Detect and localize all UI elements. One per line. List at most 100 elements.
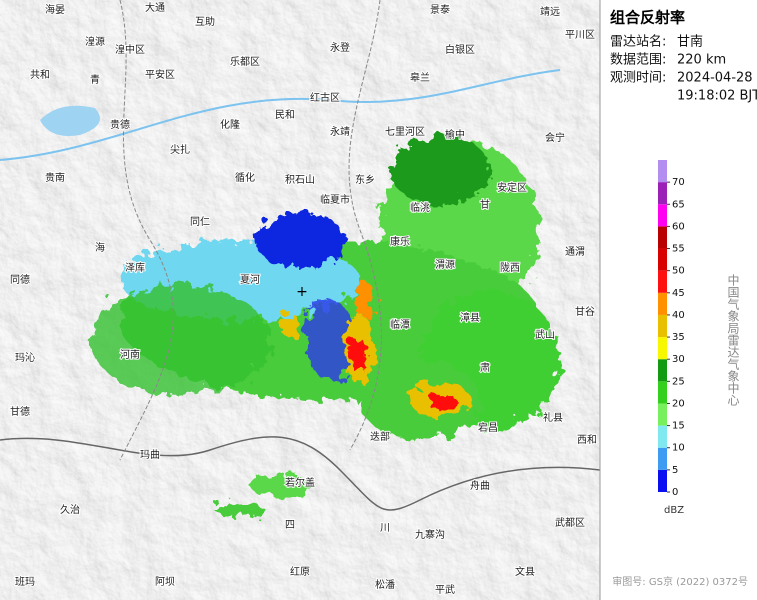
border [348, 0, 382, 451]
legend-tick-label: 55 [672, 244, 685, 255]
legend-swatch [658, 292, 667, 315]
place-name: 临潭 [390, 318, 410, 331]
place-name: 大通 [145, 1, 165, 14]
credit: 中国气象局雷达气象中心 [726, 273, 740, 406]
field-value: 19:18:02 BJT [677, 89, 757, 104]
legend-tick-label: 40 [672, 310, 685, 321]
place-name: 红古区 [310, 91, 340, 104]
place-name: 尖扎 [170, 143, 190, 156]
place-name: 同仁 [190, 216, 210, 228]
place-name: 靖远 [540, 5, 560, 18]
place-name: 皋兰 [410, 71, 430, 84]
place-name: 积石山 [285, 174, 315, 186]
legend-tick-label: 50 [672, 266, 685, 277]
place-name: 临洮 [410, 201, 430, 214]
place-name: 安定区 [497, 181, 527, 194]
panel-title: 组合反射率 [610, 9, 685, 27]
place-name: 共和 [30, 69, 50, 81]
place-name: 海晏 [45, 3, 65, 16]
side-panel [600, 0, 757, 600]
legend-swatch [658, 337, 667, 360]
legend-swatch [658, 403, 667, 426]
place-name: 肃 [480, 362, 490, 374]
place-name: 武山 [535, 328, 555, 341]
map: + [0, 0, 600, 600]
river [0, 69, 561, 161]
place-name: 文县 [515, 565, 535, 578]
legend-tick-label: 30 [672, 354, 685, 365]
legend-swatch [658, 425, 667, 448]
place-name: 渭源 [435, 258, 455, 271]
place-name: 七里河区 [385, 126, 425, 138]
place-name: 循化 [235, 171, 255, 184]
place-name: 同德 [10, 273, 30, 286]
place-name: 松潘 [375, 578, 395, 591]
field-label: 雷达站名: [610, 34, 666, 50]
place-name: 甘 [480, 198, 490, 211]
place-name: 武都区 [555, 516, 585, 529]
place-name: 湟源 [85, 35, 105, 48]
place-name: 榆中 [445, 128, 465, 141]
legend-swatch [658, 204, 667, 227]
field-value: 2024-04-28 [677, 71, 753, 86]
place-name: 贵德 [110, 118, 130, 131]
place-name: 九寨沟 [415, 528, 445, 541]
legend-swatch [658, 447, 667, 470]
place-name: 化隆 [220, 118, 240, 131]
legend-tick-label: 5 [672, 465, 678, 476]
legend-tick-label: 15 [672, 421, 685, 432]
legend-swatch [658, 381, 667, 404]
place-name: 陇西 [500, 261, 520, 274]
legend-tick-label: 60 [672, 221, 685, 232]
legend-tick-label: 20 [672, 398, 685, 409]
place-name: 乐都区 [230, 56, 260, 68]
legend-swatch [658, 182, 667, 205]
place-name: 泽库 [125, 261, 145, 274]
place-name: 若尔盖 [285, 476, 315, 489]
legend-swatch [658, 469, 667, 492]
border [119, 0, 174, 461]
field-label: 观测时间: [610, 71, 666, 86]
field-value: 220 km [677, 53, 726, 68]
place-name: 红原 [290, 565, 310, 578]
place-name: 平川区 [565, 29, 595, 41]
place-name: 贵南 [45, 171, 65, 184]
legend-swatch [658, 248, 667, 271]
approval-number: 审图号: GS京 (2022) 0372号 [612, 575, 748, 588]
legend-unit: dBZ [664, 505, 684, 516]
border [0, 436, 600, 511]
place-name: 青 [90, 73, 100, 86]
place-name: 河南 [120, 348, 140, 361]
legend-tick-label: 0 [672, 487, 678, 498]
legend-tick-label: 45 [672, 288, 685, 299]
place-name: 玛曲 [140, 449, 160, 461]
legend-tick-label: 70 [672, 177, 685, 188]
place-name: 宕昌 [478, 421, 498, 434]
place-name: 永靖 [330, 125, 350, 138]
place-name: 四 [285, 520, 295, 531]
place-name: 玛沁 [15, 352, 35, 364]
field-value: 甘南 [677, 34, 703, 50]
field-label: 数据范围: [610, 53, 666, 68]
place-name: 永登 [330, 41, 350, 54]
radar-echo [90, 135, 560, 518]
place-name: 舟曲 [470, 479, 490, 492]
place-name: 礼县 [543, 411, 563, 424]
place-name: 漳县 [460, 311, 480, 324]
place-name: 久治 [60, 503, 80, 516]
place-name: 甘德 [10, 405, 30, 418]
legend-swatch [658, 226, 667, 249]
legend-swatch [658, 359, 667, 382]
place-name: 平安区 [145, 68, 175, 81]
place-name: 夏河 [240, 274, 260, 286]
place-name: 湟中区 [115, 43, 145, 56]
place-name: 川 [380, 523, 390, 534]
place-name: 康乐 [390, 235, 410, 248]
legend-swatch [658, 160, 667, 183]
legend-swatch [658, 270, 667, 293]
place-name: 东乡 [355, 173, 375, 186]
legend-tick-label: 25 [672, 376, 685, 387]
place-name: 通渭 [565, 246, 585, 258]
place-name: 景泰 [430, 3, 450, 16]
